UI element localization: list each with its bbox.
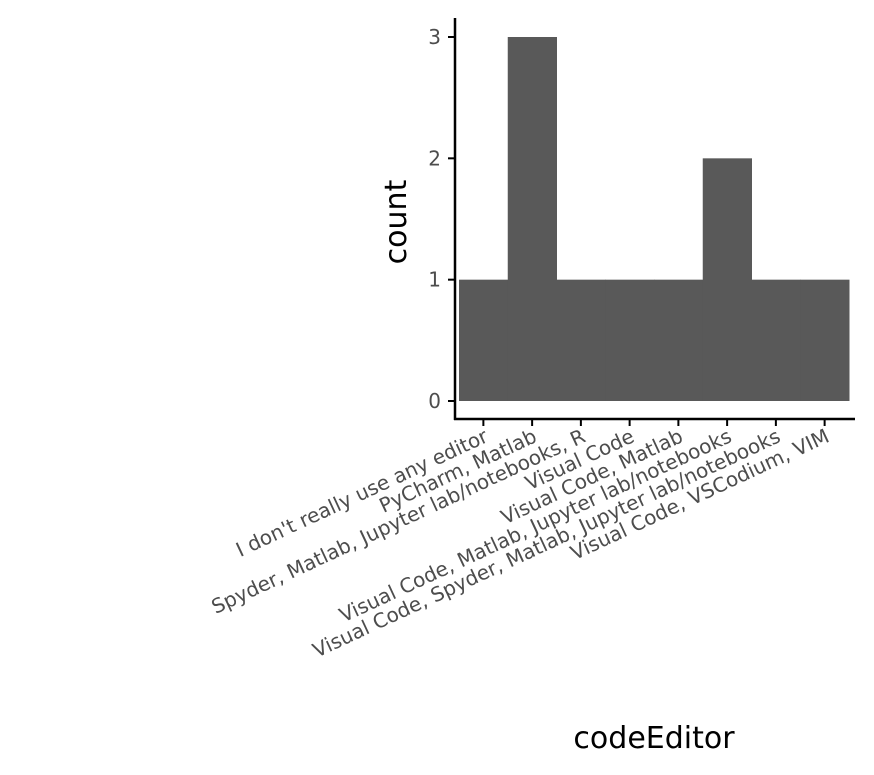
bar-7 xyxy=(751,279,801,401)
bar-1 xyxy=(459,279,509,401)
y-ticks-group: 0 1 2 3 xyxy=(428,25,455,413)
bar-5 xyxy=(654,279,704,401)
axes-group xyxy=(453,18,855,421)
x-axis-title: codeEditor xyxy=(573,721,735,756)
bar-8 xyxy=(800,279,850,401)
bar-6 xyxy=(702,158,752,401)
y-tick-label: 1 xyxy=(428,268,441,292)
y-tick-label: 2 xyxy=(428,146,441,170)
y-axis-title: count xyxy=(379,179,414,264)
bar-4 xyxy=(605,279,655,401)
bar-2 xyxy=(507,37,557,401)
bars-group xyxy=(459,37,850,401)
y-tick-label: 3 xyxy=(428,25,441,49)
bar-3 xyxy=(556,279,606,401)
y-tick-label: 0 xyxy=(428,389,441,413)
